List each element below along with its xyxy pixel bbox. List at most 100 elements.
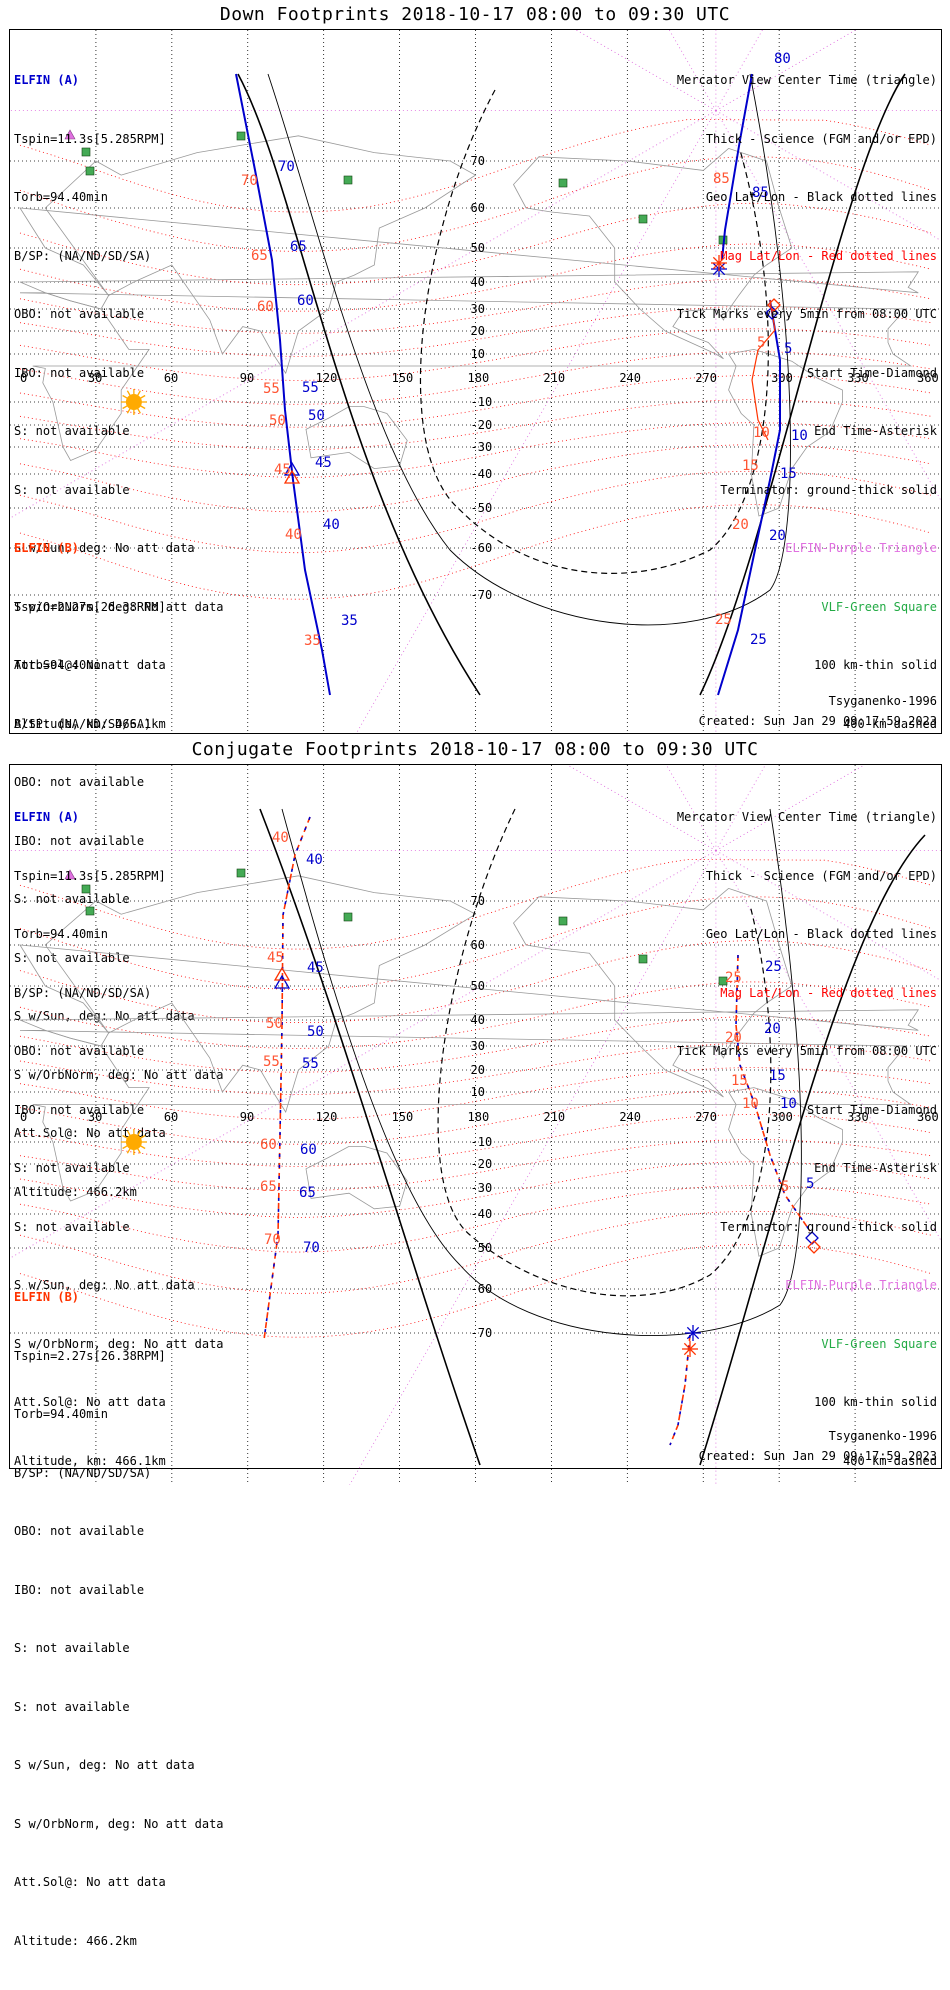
track-tick-label-a: 50: [308, 408, 325, 424]
elfin-triangle-icon: [64, 129, 76, 140]
continent-outline: [44, 875, 477, 1113]
track-tick-label-a: 40: [323, 517, 340, 533]
sc-a-line: Altitude, km: 466.1km: [14, 1453, 166, 1468]
center-time-triangle-icon: [283, 469, 301, 484]
sun-icon: [125, 394, 142, 410]
track-tick-label-a: 55: [302, 380, 319, 396]
lat-tick-label: 70: [471, 894, 485, 908]
map-canvas-down: 0 30 60 90 120 150 180 210 240 270 300 330 360 70 60 50…: [10, 30, 941, 733]
map-panel-down[interactable]: 0 30 60 90 120 150 180 210 240 270 300 330 360 70 60 50…: [9, 29, 942, 1199]
track-tick-label-a: 15: [769, 1068, 786, 1084]
mag-lon-gridline: [668, 30, 717, 111]
end-time-asterisk-icon: [683, 1342, 697, 1356]
start-time-diamond-icon: [805, 1231, 819, 1245]
track-tick-label-b: 5: [757, 335, 765, 351]
vlf-station-icon: [85, 906, 95, 916]
legend-line: 100 km-thin solid: [814, 658, 937, 672]
lat-tick-label: 60: [471, 201, 485, 215]
lat-tick-label: -50: [471, 501, 493, 515]
vlf-station-icon: [558, 178, 568, 188]
sc-b-info-down: ELFIN (B) Tspin=2.27s[26.38RPM] Torb=94.…: [14, 500, 224, 1241]
legend-line: Thick - Science (FGM and/or EPD): [705, 131, 937, 146]
lat-tick-label: -70: [471, 588, 493, 602]
track-tick-label-a: 45: [315, 455, 332, 471]
legend-line: ELFIN-Purple Triangle: [785, 1278, 937, 1292]
lon-tick-label: 360: [917, 371, 939, 385]
legend-line: 400 km-dashed: [843, 716, 937, 731]
sc-a-line: OBO: not available: [14, 307, 145, 321]
mag-lat-gridline: [19, 202, 932, 286]
legend-line: Mag Lat/Lon - Red dotted lines: [720, 248, 937, 263]
lon-tick-label: 120: [316, 371, 338, 385]
lon-tick-label: 270: [695, 371, 717, 385]
lon-tick-label: 30: [88, 371, 102, 385]
track-tick-label-a: 40: [306, 852, 323, 868]
lat-tick-label: 40: [471, 275, 485, 289]
created-label: Created: Sun Jan 29 09:17:59 2023: [698, 1448, 937, 1463]
legend-line: Start Time-Diamond: [806, 1102, 937, 1117]
lon-tick-label: 180: [468, 371, 490, 385]
lat-tick-label: 40: [471, 1013, 485, 1027]
sc-b-line: OBO: not available: [14, 775, 145, 789]
mag-lat-gridline: [19, 859, 932, 950]
sc-a-line: Att.Sol@: No att data: [14, 1395, 166, 1409]
lat-tick-label: 20: [471, 1063, 485, 1077]
sc-a-line: IBO: not available: [14, 365, 145, 380]
sc-a-line: S: not available: [14, 424, 130, 438]
legend-line: Thick - Science (FGM and/or EPD): [705, 868, 937, 883]
legend-down: Mercator View Center Time (triangle) Thi…: [677, 32, 937, 773]
track-tick-label-b: 15: [731, 1073, 748, 1089]
track-tick-label-a: 50: [307, 1024, 324, 1040]
sc-a-track-down: [235, 73, 331, 696]
lon-tick-label: 240: [619, 371, 641, 385]
track-tick-label-a: 55: [302, 1056, 319, 1072]
map-panel-conjugate[interactable]: 0 30 60 90 120 150 180 210 240 270 300 330 360 70 60 50…: [9, 764, 942, 1948]
lon-tick-label: 60: [164, 371, 178, 385]
vlf-station-icon: [558, 916, 568, 926]
model-label: Tsyganenko-1996: [828, 1429, 937, 1443]
legend-line: VLF-Green Square: [821, 1336, 937, 1351]
track-tick-label-b: 60: [257, 299, 274, 315]
sc-b-line: S w/OrbNorm, deg: No att data: [14, 1816, 224, 1831]
track-tick-label-b: 20: [725, 1030, 742, 1046]
lon-tick-label: 300: [771, 371, 793, 385]
lon-tick-label: 150: [392, 371, 414, 385]
sc-b-line: Att.Sol@: No att data: [14, 1875, 166, 1889]
track-tick-label-b: 25: [715, 612, 732, 628]
sc-b-line: S: not available: [14, 892, 130, 906]
track-tick-label-a: 25: [750, 632, 767, 648]
lon-tick-label: 150: [392, 1110, 414, 1124]
track-tick-label-b: 40: [285, 527, 302, 543]
continent-outline: [727, 348, 843, 517]
mag-lat-gridline: [19, 940, 932, 1024]
lat-tick-label: -10: [471, 395, 493, 409]
sc-b-track-down: [751, 299, 776, 441]
continent-outline: [513, 887, 793, 1098]
sc-b-header: ELFIN (B): [14, 541, 80, 555]
sc-b-line: Torb=94.40min: [14, 658, 108, 672]
lat-tick-label: 50: [471, 979, 485, 993]
sc-b-line: Att.Sol@: No att data: [14, 1126, 166, 1140]
track-tick-label-b: 5: [781, 1179, 789, 1195]
legend-line: End Time-Asterisk: [814, 424, 937, 438]
sc-b-line: Altitude: 466.2km: [14, 1933, 137, 1948]
sc-a-line: Torb=94.40min: [14, 190, 108, 204]
track-tick-label-b: 45: [274, 462, 291, 478]
track-tick-label-b: 65: [260, 1179, 277, 1195]
sc-a-line: IBO: not available: [14, 1102, 145, 1117]
sc-a-line: OBO: not available: [14, 1044, 145, 1058]
sc-a-line: S w/Sun, deg: No att data: [14, 541, 195, 555]
mag-lat-gridline: [19, 504, 932, 600]
lon-tick-label: 30: [88, 1110, 102, 1124]
center-time-triangle-icon: [273, 966, 291, 981]
model-info-conj: Tsyganenko-1996 Created: Sun Jan 29 09:1…: [699, 1427, 937, 1466]
sc-b-line: S w/OrbNorm, deg: No att data: [14, 1067, 224, 1082]
track-tick-label-b: 15: [742, 458, 759, 474]
lat-tick-label: 10: [471, 1085, 485, 1099]
sc-a-track-down-2: [717, 73, 781, 696]
sc-a-line: Att.Sol@: No att data: [14, 658, 166, 672]
track-tick-label-b: 50: [266, 1016, 283, 1032]
track-tick-label-b: 65: [251, 248, 268, 264]
sc-b-line: B/SP: (NA/ND/SD/SA): [14, 1465, 152, 1480]
end-time-asterisk-icon: [712, 256, 726, 270]
